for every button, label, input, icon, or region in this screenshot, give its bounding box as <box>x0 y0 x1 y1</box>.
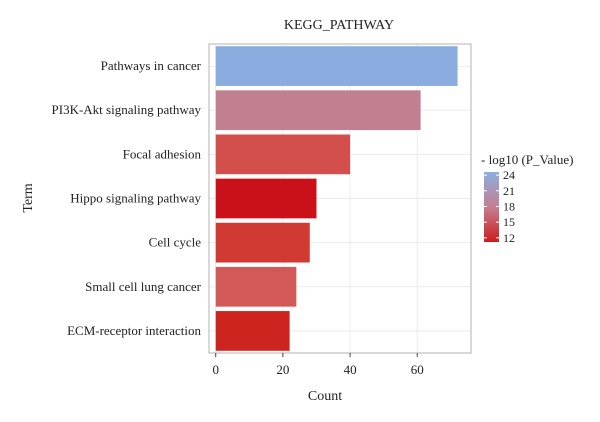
bar <box>215 311 290 351</box>
legend-tick-label: 21 <box>503 184 515 198</box>
bar <box>215 266 297 307</box>
x-tick-label: 20 <box>276 362 289 377</box>
category-label: Cell cycle <box>149 235 202 250</box>
bar <box>215 222 310 263</box>
legend-tick-label: 24 <box>503 168 515 182</box>
legend-tick-label: 12 <box>503 231 515 245</box>
bar <box>215 90 421 131</box>
category-label: Hippo signaling pathway <box>70 191 201 206</box>
category-label: Focal adhesion <box>123 146 202 161</box>
legend-tick-label: 15 <box>503 215 515 229</box>
legend-colorbar <box>484 172 499 242</box>
legend-title: - log10 (P_Value) <box>481 152 573 167</box>
category-label: ECM-receptor interaction <box>67 323 201 338</box>
x-axis-ticks: 0 20 40 60 <box>212 353 424 377</box>
x-tick-label: 0 <box>212 362 219 377</box>
x-tick-label: 40 <box>344 362 357 377</box>
x-tick-label: 60 <box>411 362 424 377</box>
bars <box>215 46 458 351</box>
bar <box>215 178 317 219</box>
legend-tick-label: 18 <box>503 199 515 213</box>
category-label: Pathways in cancer <box>101 58 202 73</box>
chart-title: KEGG_PATHWAY <box>284 18 394 33</box>
bar <box>215 134 351 175</box>
x-axis-title: Count <box>308 389 342 404</box>
y-axis-title: Term <box>21 183 36 212</box>
category-labels: Pathways in cancer PI3K-Akt signaling pat… <box>52 58 202 338</box>
plot-panel-border <box>208 43 472 354</box>
category-label: Small cell lung cancer <box>85 279 202 294</box>
bar <box>215 46 458 86</box>
category-label: PI3K-Akt signaling pathway <box>52 102 202 117</box>
